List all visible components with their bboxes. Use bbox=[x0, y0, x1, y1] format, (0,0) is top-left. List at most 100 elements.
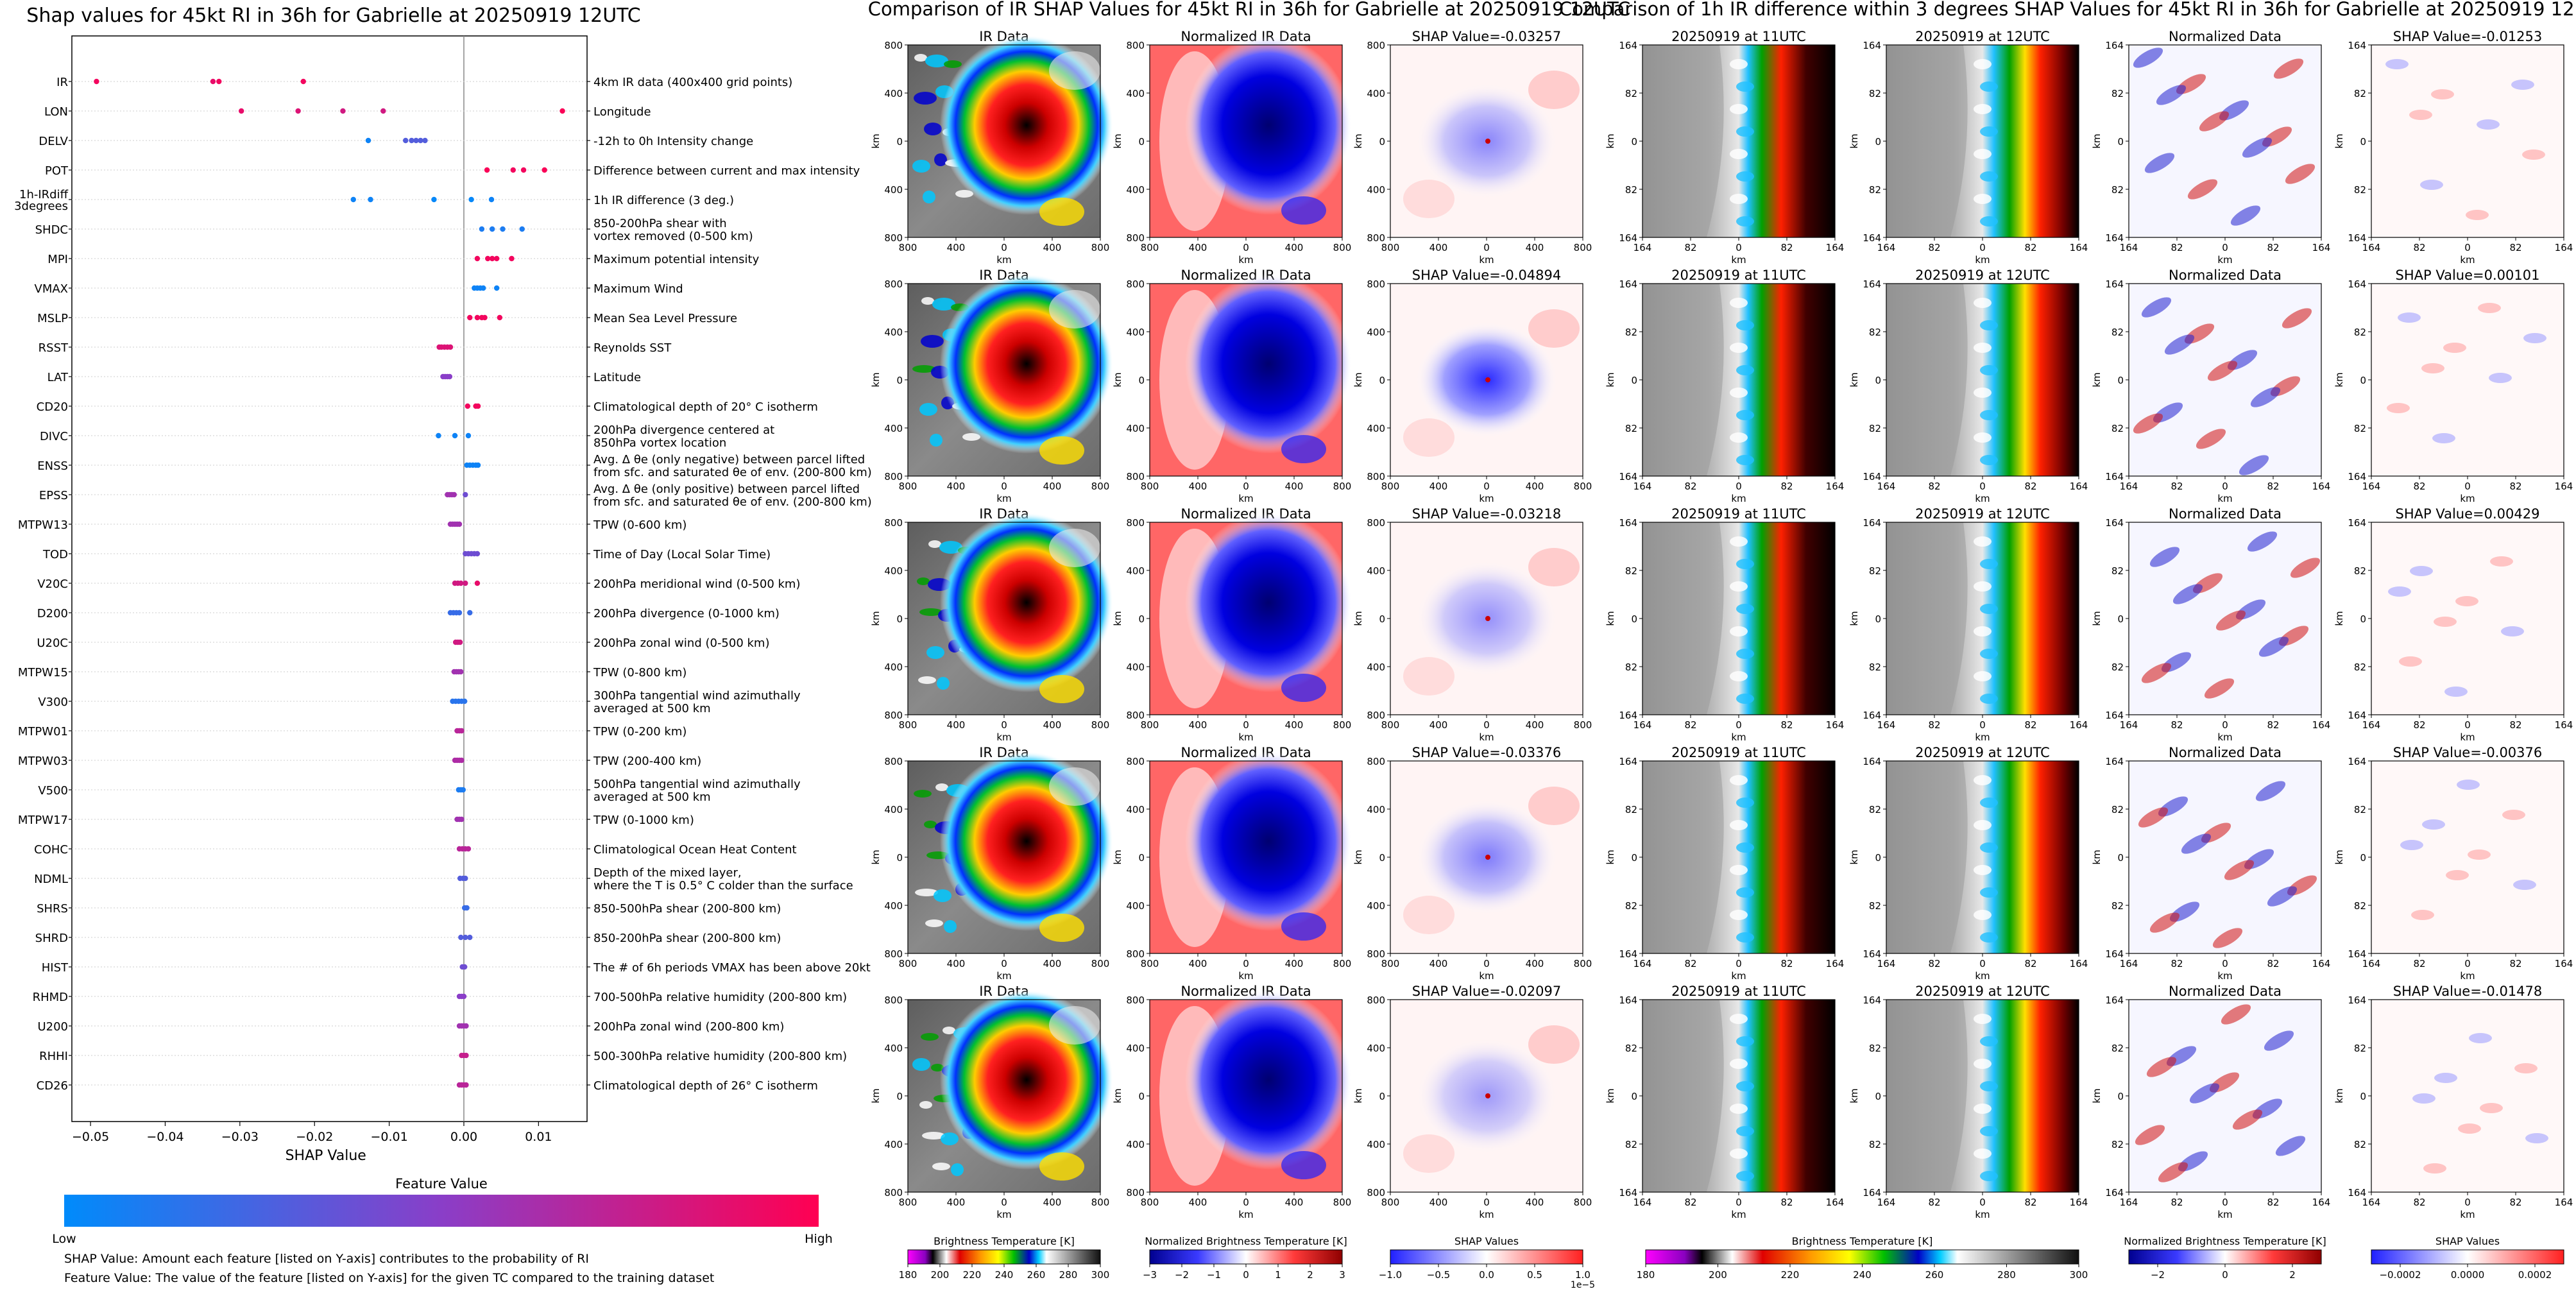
diff-norm-streak bbox=[2149, 547, 2180, 567]
y-tick-label: 82 bbox=[2111, 900, 2124, 912]
y-tick-label: 164 bbox=[2348, 756, 2366, 767]
y-tick-label: 164 bbox=[1619, 232, 1637, 244]
ir-cloud-fleck bbox=[937, 677, 950, 690]
colorbar-label: Brightness Temperature [K] bbox=[934, 1235, 1075, 1247]
x-tick-label: 82 bbox=[2024, 1197, 2036, 1208]
y-tick-label: 400 bbox=[1126, 900, 1145, 912]
y-tick-label: 0 bbox=[2360, 136, 2366, 148]
x-tick-label: 800 bbox=[1091, 719, 1110, 731]
shap-point bbox=[403, 137, 409, 144]
diff-shap-background bbox=[2371, 284, 2564, 476]
diff-subplot: Normalized Data1641648282008282164164kmk… bbox=[2091, 745, 2330, 982]
y-tick-label: 800 bbox=[884, 471, 903, 482]
y-tick-label: 400 bbox=[884, 423, 903, 434]
feature-description: 4km IR data (400x400 grid points) bbox=[593, 76, 792, 89]
feature-description: 850-500hPa shear (200-800 km) bbox=[593, 902, 781, 916]
diff-cloud-fleck bbox=[1980, 932, 1998, 943]
shap-point bbox=[500, 226, 506, 232]
x-tick-label: 82 bbox=[2024, 958, 2036, 969]
y-tick-label: 800 bbox=[1126, 1187, 1145, 1199]
y-tick-label: 82 bbox=[2354, 423, 2366, 434]
ir-cloud-fleck bbox=[921, 335, 944, 348]
y-axis-label: km bbox=[1112, 611, 1123, 626]
x-tick-label: 82 bbox=[2509, 1197, 2521, 1208]
feature-label: DIVC bbox=[40, 430, 68, 443]
diff-cloud-fleck bbox=[1730, 59, 1748, 69]
x-tick-label: 164 bbox=[2312, 481, 2331, 492]
y-tick-label: 0 bbox=[1631, 375, 1637, 386]
x-tick-label: 0 bbox=[1483, 242, 1490, 253]
shap-point bbox=[418, 137, 423, 144]
colorbar bbox=[1645, 1249, 2079, 1265]
x-axis-label: km bbox=[1731, 731, 1746, 743]
x-axis-label: km bbox=[1731, 493, 1746, 504]
y-tick-label: 800 bbox=[884, 948, 903, 960]
diff-shap-speck bbox=[2399, 656, 2422, 667]
shap-point bbox=[458, 669, 464, 675]
y-tick-label: 800 bbox=[1367, 710, 1385, 721]
diff-norm-streak bbox=[2164, 334, 2195, 355]
ir-cloud-fleck bbox=[919, 1101, 932, 1109]
colorbar-tick-label: −3 bbox=[1143, 1269, 1157, 1281]
diff-cloud-fleck bbox=[1730, 149, 1748, 159]
x-axis-label: km bbox=[1479, 493, 1494, 504]
x-tick-label: 0 bbox=[1001, 719, 1007, 731]
diff-cloud-fleck bbox=[1730, 194, 1748, 204]
x-tick-label: 82 bbox=[1780, 242, 1793, 253]
diff-shap-speck bbox=[2431, 89, 2454, 99]
x-tick-label: 800 bbox=[1141, 1197, 1159, 1208]
y-tick-label: 400 bbox=[1367, 900, 1385, 912]
y-tick-label: 82 bbox=[2354, 1043, 2366, 1054]
shap-point bbox=[465, 432, 472, 439]
diff-cloud-fleck bbox=[1974, 910, 1992, 920]
x-tick-label: 800 bbox=[1141, 958, 1159, 969]
diff-cloud-fleck bbox=[1974, 1014, 1992, 1024]
ir-cloud-fleck bbox=[915, 889, 938, 896]
shap-point bbox=[380, 108, 386, 114]
feature-description: 500-300hPa relative humidity (200-800 km… bbox=[593, 1050, 847, 1063]
feature-description: 200hPa zonal wind (0-500 km) bbox=[593, 636, 770, 650]
x-tick-label: 164 bbox=[2312, 1197, 2331, 1208]
x-axis-label: km bbox=[1975, 731, 1990, 743]
y-tick-label: 800 bbox=[1367, 948, 1385, 960]
y-tick-label: 82 bbox=[2111, 184, 2124, 196]
x-tick-label: 400 bbox=[1285, 242, 1304, 253]
y-tick-label: 82 bbox=[1625, 88, 1637, 99]
colorbar-tick-label: 0 bbox=[2222, 1269, 2228, 1281]
y-axis-label: km bbox=[870, 611, 882, 626]
ir-subplot: SHAP Value=-0.03218800800400400004004008… bbox=[1352, 506, 1592, 743]
x-axis-label: km bbox=[1238, 493, 1253, 504]
shap-point bbox=[365, 137, 371, 144]
y-axis-label: km bbox=[1605, 849, 1616, 864]
shap-point bbox=[447, 344, 454, 350]
x-axis-label: km bbox=[1479, 970, 1494, 982]
y-tick-label: 0 bbox=[1631, 613, 1637, 625]
feature-label: NDML bbox=[34, 873, 68, 886]
y-tick-label: 0 bbox=[896, 613, 903, 625]
diff-cloud-fleck bbox=[1974, 775, 1992, 785]
y-tick-label: 400 bbox=[1126, 1043, 1145, 1054]
x-tick-label: 164 bbox=[1826, 242, 1845, 253]
y-axis-label: km bbox=[2333, 849, 2345, 864]
x-tick-label: 164 bbox=[2070, 958, 2088, 969]
diff-cloud-fleck bbox=[1974, 1059, 1992, 1069]
x-tick-label: 82 bbox=[1684, 719, 1696, 731]
x-tick-label: 400 bbox=[947, 719, 966, 731]
y-axis-label: km bbox=[1848, 849, 1860, 864]
y-tick-label: 164 bbox=[2348, 232, 2366, 244]
feature-colorbar bbox=[64, 1195, 819, 1227]
diff-clear-region bbox=[1642, 284, 1724, 476]
feature-description: 700-500hPa relative humidity (200-800 km… bbox=[593, 991, 847, 1004]
shap-positive-blob bbox=[1403, 657, 1454, 696]
shap-point bbox=[461, 993, 467, 1000]
y-tick-label: 400 bbox=[1126, 1139, 1145, 1150]
y-tick-label: 82 bbox=[1869, 423, 1881, 434]
norm-cloud-fleck bbox=[1281, 912, 1326, 941]
norm-storm-core bbox=[1185, 513, 1352, 692]
subplot-title: SHAP Value=-0.01253 bbox=[2393, 29, 2543, 44]
diff-cloud-fleck bbox=[1736, 320, 1754, 330]
x-axis-label: km bbox=[1479, 254, 1494, 266]
x-tick-label: 0 bbox=[1243, 242, 1249, 253]
x-tick-label: 800 bbox=[899, 481, 917, 492]
shap-point bbox=[463, 875, 468, 882]
